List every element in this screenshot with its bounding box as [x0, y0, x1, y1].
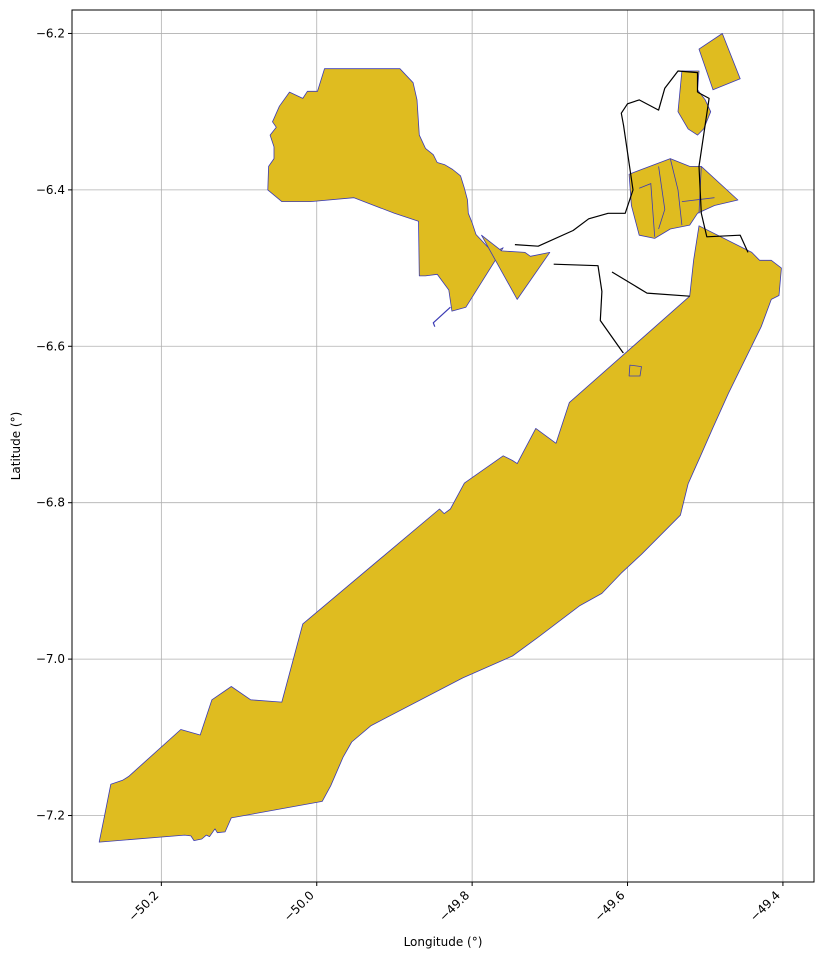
y-tick-label: −6.4 — [36, 183, 65, 197]
boundary-line-4 — [612, 272, 690, 296]
region-northeast-cap — [699, 34, 740, 90]
x-tick-label: −50.2 — [126, 888, 162, 924]
y-axis-label: Latitude (°) — [9, 412, 23, 481]
region-small-island — [629, 365, 641, 376]
region-southern-strip — [99, 226, 781, 842]
y-tick-label: −6.6 — [36, 339, 65, 353]
x-tick-label: −49.8 — [436, 888, 472, 924]
boundary-line-1 — [554, 264, 624, 352]
region-northeast-upper — [678, 71, 711, 135]
x-tick-label: −50.0 — [281, 888, 317, 924]
x-axis-label: Longitude (°) — [404, 935, 483, 949]
y-tick-label: −6.2 — [36, 26, 65, 40]
water-line — [433, 307, 450, 327]
region-northeast-cluster — [629, 159, 738, 239]
y-tick-label: −7.0 — [36, 652, 65, 666]
x-tick-label: −49.4 — [747, 888, 783, 924]
x-tick-label: −49.6 — [592, 888, 628, 924]
polygon-layer — [99, 34, 781, 843]
y-tick-label: −7.2 — [36, 809, 65, 823]
y-tick-label: −6.8 — [36, 496, 65, 510]
